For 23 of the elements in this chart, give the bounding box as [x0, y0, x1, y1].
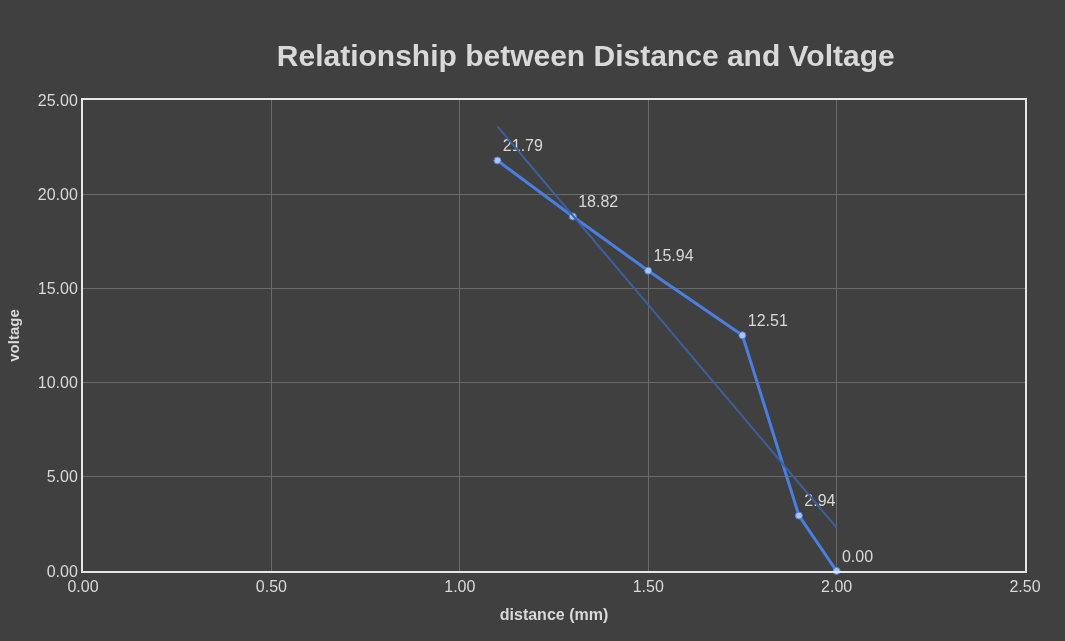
x-tick-label: 2.00	[821, 578, 853, 596]
y-tick-label: 20.00	[37, 185, 78, 203]
data-label: 0.00	[841, 547, 874, 565]
point	[738, 331, 747, 340]
y-tick-label: 0.00	[46, 562, 78, 580]
data-label: 18.82	[578, 193, 619, 211]
point	[493, 156, 502, 165]
x-tick-label: 1.50	[632, 578, 664, 596]
y-tick-label: 25.00	[37, 91, 78, 109]
x-tick-label: 2.50	[1009, 578, 1041, 596]
x-tick-label: 0.50	[255, 578, 288, 596]
x-axis-title: distance (mm)	[499, 606, 609, 624]
y-tick-label: 10.00	[37, 374, 78, 392]
y-axis-title: voltage	[4, 309, 22, 362]
data-label: 12.51	[747, 311, 788, 329]
y-tick-label: 5.00	[46, 468, 78, 486]
data-label: 15.94	[653, 247, 694, 265]
point	[794, 511, 803, 520]
point	[644, 266, 653, 275]
y-tick-label: 15.00	[37, 280, 78, 297]
chart-title: Relationship between Distance and Voltage	[276, 38, 895, 72]
x-tick-label: 1.00	[444, 578, 476, 596]
x-tick-label: 0.00	[67, 578, 99, 596]
